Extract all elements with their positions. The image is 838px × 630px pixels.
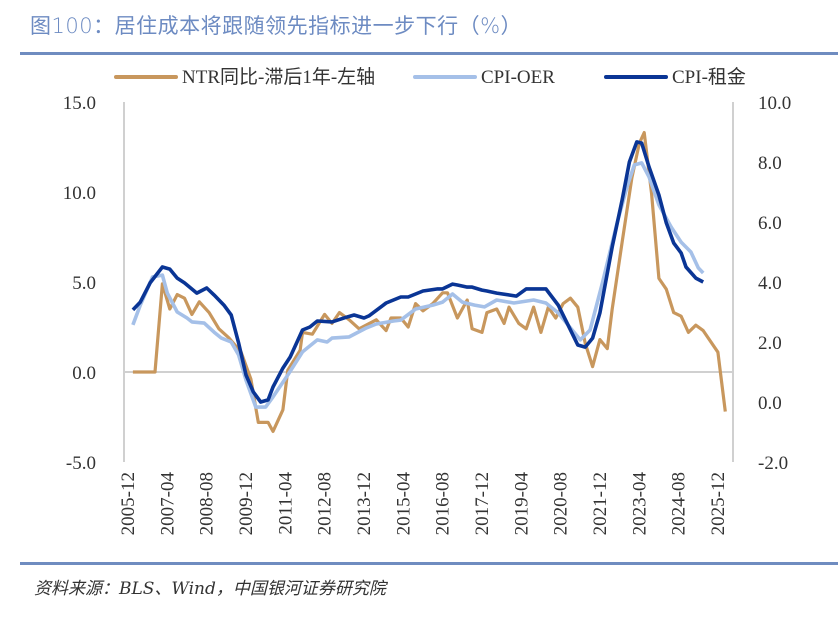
right-tick-label: -2.0 — [758, 453, 788, 474]
series-line-2 — [131, 140, 705, 404]
x-tick-label: 2012-08 — [315, 472, 336, 535]
x-tick-label: 2007-04 — [157, 472, 178, 536]
right-tick-label: 0.0 — [758, 393, 782, 414]
left-tick-label: 10.0 — [63, 183, 96, 204]
x-tick-label: 2019-04 — [511, 472, 532, 536]
legend: NTR同比-滞后1年-左轴 CPI-OER CPI-租金 — [114, 66, 746, 88]
left-tick-label: 5.0 — [72, 273, 96, 294]
tick-labels: 15.0 10.0 5.0 0.0 -5.0 10.0 8.0 6.0 4.0 2.0 0.0 -2.… — [63, 93, 792, 535]
x-tick-label: 2013-12 — [354, 472, 375, 535]
x-tick-label: 2016-08 — [433, 472, 454, 535]
title-divider — [20, 52, 838, 55]
x-tick-label: 2008-08 — [197, 472, 218, 535]
legend-label-0: NTR同比-滞后1年-左轴 — [182, 66, 375, 88]
x-tick-label: 2017-12 — [472, 472, 493, 535]
x-tick-label: 2023-04 — [629, 472, 650, 536]
right-tick-label: 4.0 — [758, 273, 782, 294]
x-tick-label: 2025-12 — [708, 472, 729, 535]
legend-label-2: CPI-租金 — [672, 66, 746, 88]
right-tick-label: 10.0 — [758, 93, 791, 114]
x-tick-label: 2020-08 — [551, 472, 572, 535]
x-tick-label: 2015-04 — [393, 472, 414, 536]
source-note: 资料来源：BLS、Wind，中国银河证券研究院 — [34, 579, 386, 599]
source-divider — [20, 562, 838, 565]
x-tick-label: 2005-12 — [118, 472, 139, 535]
left-tick-label: 0.0 — [72, 363, 96, 384]
chart-title: 图100：居住成本将跟随领先指标进一步下行（%） — [30, 14, 523, 38]
right-tick-label: 8.0 — [758, 153, 782, 174]
left-tick-label: -5.0 — [66, 453, 96, 474]
series-line-0 — [132, 131, 727, 433]
axes — [123, 102, 734, 462]
x-tick-label: 2011-04 — [275, 472, 296, 535]
x-tick-label: 2009-12 — [236, 472, 257, 535]
right-tick-label: 2.0 — [758, 333, 782, 354]
x-tick-label: 2024-08 — [669, 472, 690, 535]
series-lines — [131, 131, 727, 433]
right-tick-label: 6.0 — [758, 213, 782, 234]
left-tick-label: 15.0 — [63, 93, 96, 114]
series-line-1 — [131, 161, 705, 409]
legend-label-1: CPI-OER — [481, 67, 555, 88]
x-tick-label: 2021-12 — [590, 472, 611, 535]
